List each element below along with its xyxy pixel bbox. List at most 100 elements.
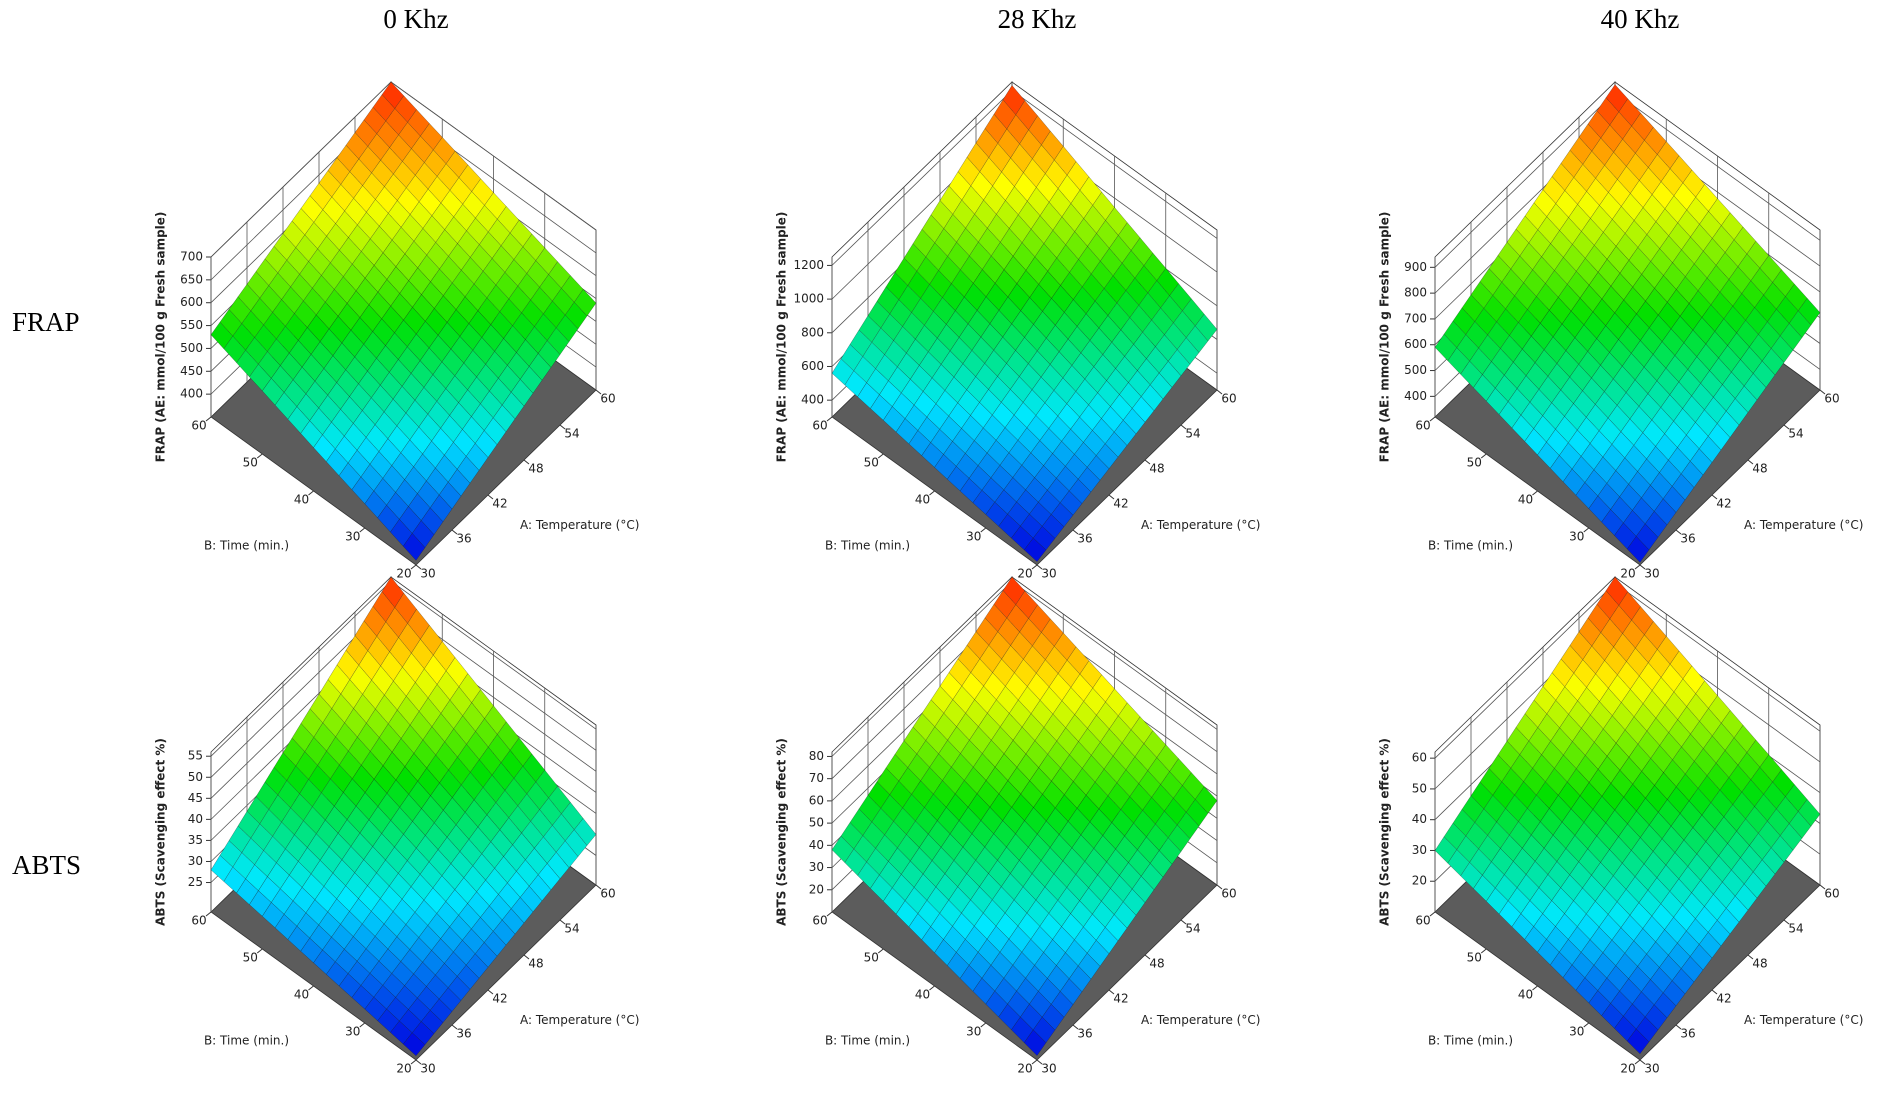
- z-tick-label: 400: [801, 393, 824, 407]
- y-tick: [1634, 1059, 1641, 1065]
- y-tick-label: 50: [243, 456, 258, 470]
- y-axis-label: B: Time (min.): [204, 539, 289, 553]
- z-tick-label: 30: [809, 860, 824, 874]
- x-tick: [1747, 954, 1754, 960]
- y-tick-label: 40: [915, 988, 930, 1002]
- x-tick-label: 30: [1041, 567, 1056, 581]
- y-tick-label: 60: [191, 914, 206, 928]
- z-tick-label: 1200: [793, 258, 824, 272]
- x-tick-label: 36: [456, 532, 471, 546]
- surface-plot: 400 500 600 700 800 900 30 36 42 48 54 60 20 30 40 50 60…: [1378, 81, 1863, 581]
- x-tick-label: 60: [1824, 392, 1839, 406]
- surface-plot: 20 30 40 50 60 70 80 30 36 42 48 54 60 20 30 40 50 60 A: T…: [775, 576, 1260, 1076]
- x-tick-label: 48: [528, 462, 543, 476]
- x-tick: [1747, 459, 1754, 465]
- z-tick-label: 30: [1412, 843, 1427, 857]
- z-tick-label: 450: [180, 364, 203, 378]
- z-tick-label: 400: [180, 387, 203, 401]
- x-tick: [1072, 1024, 1079, 1030]
- z-axis-label: FRAP (AE: mmol/100 g Fresh sample): [775, 212, 789, 463]
- x-tick: [1216, 389, 1223, 395]
- y-tick-label: 30: [966, 1025, 981, 1039]
- y-tick: [359, 1022, 366, 1028]
- x-tick: [487, 494, 494, 500]
- y-tick: [410, 1059, 417, 1065]
- surface-plot: 400 450 500 550 600 650 700 30 36 42 48 54 60 20 30 40 5…: [154, 81, 639, 581]
- y-tick: [1031, 564, 1038, 570]
- x-tick: [1639, 1059, 1646, 1065]
- x-tick-label: 54: [1788, 427, 1803, 441]
- z-tick-label: 25: [188, 875, 203, 889]
- x-tick-label: 30: [1644, 567, 1659, 581]
- y-tick-label: 60: [191, 419, 206, 433]
- y-tick-label: 20: [1620, 567, 1635, 581]
- z-axis-label: FRAP (AE: mmol/100 g Fresh sample): [154, 212, 168, 463]
- x-axis-label: A: Temperature (°C): [520, 518, 639, 532]
- y-tick: [359, 527, 366, 533]
- y-tick: [1480, 453, 1487, 459]
- y-tick-label: 20: [1017, 1062, 1032, 1076]
- x-tick: [1639, 564, 1646, 570]
- x-tick-label: 54: [1185, 427, 1200, 441]
- surface-plot: 20 30 40 50 60 30 36 42 48 54 60 20 30 40 50 60 A: Tempe…: [1378, 576, 1863, 1076]
- x-tick-label: 42: [492, 992, 507, 1006]
- x-tick: [1180, 424, 1187, 430]
- x-tick: [1783, 919, 1790, 925]
- x-tick-label: 54: [1185, 922, 1200, 936]
- x-tick-label: 60: [600, 392, 615, 406]
- surface-cell: [402, 533, 426, 561]
- row-label: FRAP: [12, 307, 80, 337]
- y-tick-label: 50: [864, 456, 879, 470]
- z-axis-label: ABTS (Scavenging effect %): [1378, 738, 1392, 926]
- y-tick: [1583, 527, 1590, 533]
- x-tick-label: 42: [1716, 497, 1731, 511]
- x-tick: [559, 424, 566, 430]
- y-tick: [826, 911, 833, 917]
- z-tick-label: 80: [809, 749, 824, 763]
- y-tick-label: 30: [345, 530, 360, 544]
- z-axis-label: ABTS (Scavenging effect %): [154, 738, 168, 926]
- x-tick-label: 30: [1644, 1062, 1659, 1076]
- y-tick-label: 40: [294, 493, 309, 507]
- x-tick: [1675, 529, 1682, 535]
- x-tick: [559, 919, 566, 925]
- row-label: ABTS: [12, 850, 81, 880]
- x-tick: [1108, 989, 1115, 995]
- x-tick-label: 54: [564, 922, 579, 936]
- z-tick-label: 500: [180, 341, 203, 355]
- x-tick: [1036, 1059, 1043, 1065]
- z-axis-label: FRAP (AE: mmol/100 g Fresh sample): [1378, 212, 1392, 463]
- surface-cell: [1626, 1028, 1650, 1055]
- x-tick: [415, 1059, 422, 1065]
- z-tick-label: 400: [1404, 389, 1427, 403]
- x-tick: [1783, 424, 1790, 430]
- x-tick-label: 60: [1221, 887, 1236, 901]
- x-tick-label: 36: [1680, 1027, 1695, 1041]
- y-tick: [1429, 911, 1436, 917]
- surface-cell: [1023, 1029, 1047, 1056]
- x-tick-label: 48: [1149, 462, 1164, 476]
- y-tick: [308, 490, 314, 496]
- y-tick: [877, 453, 884, 459]
- z-tick-label: 40: [809, 838, 824, 852]
- x-tick-label: 42: [1113, 497, 1128, 511]
- y-tick-label: 30: [345, 1025, 360, 1039]
- x-tick: [1216, 884, 1223, 890]
- y-tick: [256, 453, 263, 459]
- z-tick-label: 70: [809, 771, 824, 785]
- x-tick-label: 48: [1149, 957, 1164, 971]
- y-tick-label: 20: [396, 567, 411, 581]
- z-tick-label: 60: [1412, 751, 1427, 765]
- z-tick-label: 60: [809, 793, 824, 807]
- y-tick: [1583, 1022, 1590, 1028]
- x-tick-label: 42: [1716, 992, 1731, 1006]
- y-tick: [826, 416, 833, 422]
- surface-cell: [1023, 537, 1047, 562]
- y-tick-label: 20: [1620, 1062, 1635, 1076]
- y-tick-label: 50: [1467, 456, 1482, 470]
- y-tick: [205, 911, 212, 917]
- surface-plot: 400 600 800 1000 1200 30 36 42 48 54 60 20 30 40 50 60 A…: [775, 81, 1260, 581]
- x-tick: [415, 564, 422, 570]
- column-title: 28 Khz: [998, 4, 1077, 34]
